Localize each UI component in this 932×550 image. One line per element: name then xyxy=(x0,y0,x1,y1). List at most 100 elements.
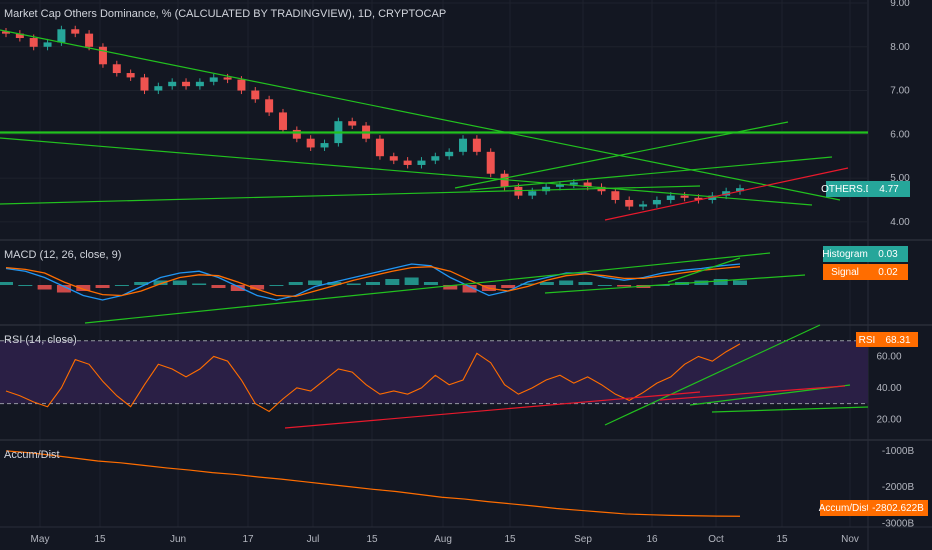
candle-body xyxy=(375,138,384,157)
macd-histogram-bar xyxy=(18,285,33,286)
candle-body xyxy=(486,151,495,174)
price-trendline xyxy=(454,121,789,189)
x-tick-label: Jul xyxy=(307,534,320,545)
candle-body xyxy=(237,79,246,91)
x-tick-label: 15 xyxy=(94,534,106,545)
macd-histogram-bar xyxy=(308,280,323,285)
macd-histogram-bar xyxy=(346,283,361,285)
candle-body xyxy=(417,160,426,165)
candle-body xyxy=(85,33,94,47)
candle-body xyxy=(154,86,163,91)
candle-body xyxy=(652,199,661,205)
macd-histogram-bar xyxy=(366,282,380,285)
candle-body xyxy=(71,29,80,34)
macd-histogram-bar xyxy=(520,283,535,285)
candle-body xyxy=(625,199,634,207)
candle-body xyxy=(306,138,315,148)
histogram-value-box xyxy=(868,246,908,262)
histogram-tag-box xyxy=(823,246,868,262)
candle-body xyxy=(182,81,191,87)
symbol-tag-box xyxy=(826,181,868,197)
candle-body xyxy=(555,184,564,187)
signal-value: 0.02 xyxy=(878,267,898,278)
signal-tag-box xyxy=(823,264,868,280)
signal-line xyxy=(5,266,741,298)
x-tick-label: Jun xyxy=(170,534,186,545)
macd-trendline xyxy=(667,257,741,283)
price-tick-label: 9.00 xyxy=(890,0,910,9)
ad-tick-label: -3000B xyxy=(882,518,915,529)
x-tick-label: Nov xyxy=(841,534,859,545)
macd-histogram-bar xyxy=(0,282,13,285)
macd-histogram-bar xyxy=(501,285,516,288)
candle-body xyxy=(708,195,717,200)
macd-histogram-bar xyxy=(172,280,187,285)
macd-histogram-bar xyxy=(114,285,129,286)
symbol-tag: OTHERS.D xyxy=(821,184,873,195)
rsi-legend: RSI (14, close) xyxy=(4,334,77,346)
candle-body xyxy=(569,182,578,185)
macd-histogram-bar xyxy=(733,280,747,285)
candle-body xyxy=(736,188,744,192)
macd-line xyxy=(5,263,741,301)
candle-body xyxy=(445,151,454,157)
x-tick-label: Aug xyxy=(434,534,452,545)
rsi-trendline xyxy=(711,406,869,413)
candle-body xyxy=(2,31,10,34)
histogram-value: 0.03 xyxy=(878,249,898,260)
macd-histogram-bar xyxy=(230,285,245,291)
rsi-band xyxy=(0,340,868,404)
macd-histogram-bar xyxy=(539,282,554,285)
price-tick-label: 4.00 xyxy=(890,217,910,228)
macd-trendline xyxy=(84,252,771,324)
candle-body xyxy=(223,77,232,80)
macd-histogram-bar xyxy=(462,285,477,293)
ad-legend: Accum/Dist xyxy=(4,449,60,461)
ad-value: -2802.622B xyxy=(872,503,924,514)
candle-body xyxy=(265,99,274,113)
rsi-tick-label: 20.00 xyxy=(876,414,901,425)
macd-trendline xyxy=(544,274,806,294)
candle-body xyxy=(126,73,135,78)
candle-body xyxy=(542,186,551,192)
macd-histogram-bar xyxy=(134,282,149,285)
rsi-line xyxy=(5,343,741,413)
price-trendline xyxy=(604,167,849,221)
macd-histogram-bar xyxy=(655,285,670,286)
ad-tick-label: -2000B xyxy=(882,482,915,493)
ad-tag: Accum/Dist xyxy=(819,503,870,514)
candle-body xyxy=(694,197,703,200)
candle-body xyxy=(666,195,675,200)
candle-body xyxy=(43,42,52,47)
histogram-tag: Histogram xyxy=(822,249,868,260)
candle-body xyxy=(583,182,592,187)
signal-tag: Signal xyxy=(831,267,859,278)
rsi-trendline xyxy=(689,384,851,406)
candle-body xyxy=(500,173,509,187)
candle-body xyxy=(348,121,357,126)
macd-histogram-bar xyxy=(250,285,265,290)
macd-histogram-bar xyxy=(56,285,71,293)
macd-histogram-bar xyxy=(578,282,593,285)
rsi-trendline-red xyxy=(659,385,846,401)
candle-body xyxy=(209,77,218,82)
candle-body xyxy=(722,191,731,196)
candle-body xyxy=(320,143,329,148)
x-tick-label: May xyxy=(31,534,50,545)
candle-body xyxy=(292,129,301,139)
x-tick-label: 16 xyxy=(646,534,658,545)
price-tick-label: 8.00 xyxy=(890,42,910,53)
x-tick-label: 17 xyxy=(242,534,254,545)
price-trendline xyxy=(0,185,701,205)
candle-body xyxy=(472,138,481,152)
macd-histogram-bar xyxy=(37,285,52,290)
price-tick-label: 7.00 xyxy=(890,86,910,97)
candle-body xyxy=(528,191,537,196)
ad-tag-box xyxy=(820,500,868,516)
price-trendline xyxy=(0,29,841,201)
main-title: Market Cap Others Dominance, % (CALCULAT… xyxy=(4,8,447,20)
candle-body xyxy=(611,191,620,200)
rsi-trendline xyxy=(604,324,821,426)
candle-body xyxy=(639,204,648,207)
